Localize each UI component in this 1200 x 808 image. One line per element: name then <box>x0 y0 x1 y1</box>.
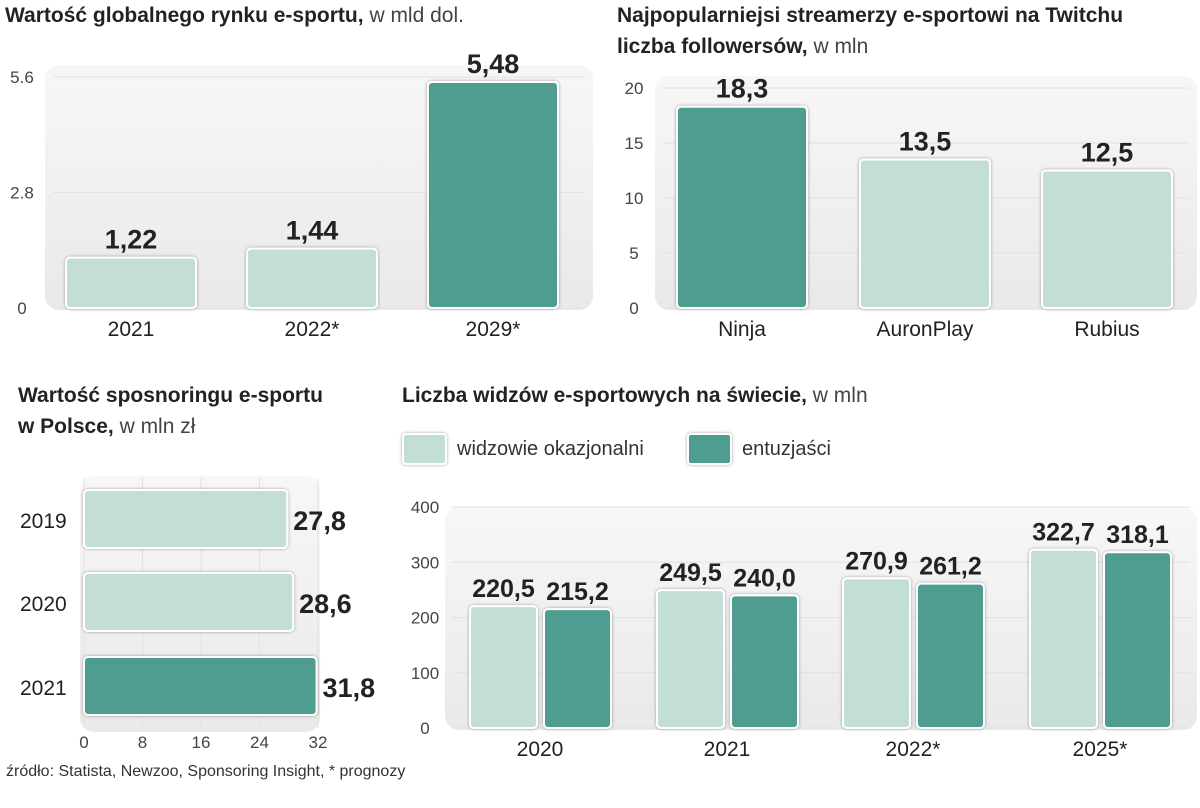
chart1-y-tick-label: 5.6 <box>10 68 34 87</box>
chart3-bar <box>83 489 289 549</box>
legend-label: entuzjaści <box>742 437 831 460</box>
footnote: źródło: Statista, Newzoo, Sponsoring Ins… <box>6 763 406 780</box>
chart3-x-tick-label: 16 <box>192 733 211 752</box>
chart4-title-text: Liczba widzów e-sportowych na świecie, <box>402 384 807 407</box>
chart2-x-tick-label: Rubius <box>1074 318 1139 341</box>
chart3-bar <box>83 656 318 716</box>
chart1-title-text: Wartość globalnego rynku e-sportu, <box>5 4 364 27</box>
chart4-value-label: 220,5 <box>472 575 535 603</box>
legend-label: widzowie okazjonalni <box>457 437 644 460</box>
chart3-bar <box>83 572 295 632</box>
chart4-x-tick-label: 2021 <box>704 738 751 761</box>
chart4-y-tick-label: 400 <box>411 498 439 517</box>
chart4-title: Liczba widzów e-sportowych na świecie, w… <box>402 380 868 411</box>
chart4-bar <box>1103 551 1172 729</box>
legend-item-enthusiasts: entuzjaści <box>687 433 831 465</box>
chart1-y-tick-label: 0 <box>17 299 26 318</box>
chart4-value-label: 249,5 <box>659 559 722 587</box>
chart1-value-label: 1,22 <box>105 225 158 255</box>
chart4-bar <box>916 582 985 730</box>
chart3-y-tick-label: 2021 <box>20 677 67 700</box>
chart4-x-tick-label: 2020 <box>517 738 564 761</box>
chart2-value-label: 12,5 <box>1081 138 1134 168</box>
chart3-unit: w mln zł <box>119 415 196 438</box>
chart4-value-label: 215,2 <box>546 578 609 606</box>
chart2-y-tick-label: 5 <box>629 244 638 263</box>
chart4-y-tick-label: 200 <box>411 609 439 628</box>
chart2-value-label: 13,5 <box>899 127 952 157</box>
chart2-value-label: 18,3 <box>716 74 769 104</box>
chart4-value-label: 261,2 <box>919 553 982 581</box>
chart4-bar <box>656 589 725 729</box>
chart4-value-label: 240,0 <box>733 564 796 592</box>
legend-swatch-light <box>402 433 447 465</box>
chart4-y-tick-label: 300 <box>411 553 439 572</box>
chart3-x-tick-label: 0 <box>79 733 88 752</box>
chart2-bar <box>1041 169 1173 309</box>
chart2-unit: w mln <box>813 35 869 58</box>
chart1-bar <box>246 247 378 310</box>
chart2-bar <box>859 158 991 309</box>
chart1-value-label: 5,48 <box>467 49 520 79</box>
chart3-title-line2: w Polsce, <box>18 415 114 438</box>
chart4-bar <box>730 594 799 730</box>
chart3-x-tick-label: 24 <box>250 733 269 752</box>
legend-item-occasional: widzowie okazjonalni <box>402 433 644 465</box>
legend-swatch-dark <box>687 433 732 465</box>
chart1-x-tick-label: 2022* <box>285 318 340 341</box>
chart3-title-text: Wartość sposnoringu e-sportu <box>18 384 323 407</box>
chart3-value-label: 31,8 <box>323 673 376 703</box>
chart1-unit: w mld dol. <box>369 4 464 27</box>
chart2-x-tick-label: Ninja <box>718 318 766 341</box>
chart1-value-label: 1,44 <box>286 216 339 246</box>
chart1-bar <box>427 80 559 309</box>
chart4-bar <box>842 577 911 730</box>
chart3-value-label: 27,8 <box>293 506 346 536</box>
chart4-y-tick-label: 100 <box>411 664 439 683</box>
chart3-title: Wartość sposnoringu e-sportu w Polsce, w… <box>18 380 323 442</box>
chart3-x-tick-label: 8 <box>138 733 147 752</box>
chart4-bar <box>469 605 538 730</box>
chart3-value-label: 28,6 <box>299 589 352 619</box>
chart2-x-tick-label: AuronPlay <box>877 318 974 341</box>
chart2-bar <box>676 105 808 309</box>
chart3-y-tick-label: 2020 <box>20 593 67 616</box>
chart1-bar <box>65 256 197 309</box>
chart3-y-tick-label: 2019 <box>20 510 67 533</box>
chart1-x-tick-label: 2021 <box>108 318 155 341</box>
chart4-unit: w mln <box>812 384 868 407</box>
chart2-y-tick-label: 20 <box>625 79 644 98</box>
chart2-y-tick-label: 15 <box>625 134 644 153</box>
chart4-bar <box>543 608 612 729</box>
chart4-x-tick-label: 2022* <box>886 738 941 761</box>
chart4-bar <box>1029 548 1098 729</box>
chart2-title: Najpopularniejsi streamerzy e-sportowi n… <box>617 0 1123 62</box>
chart2-title-line2: liczba followersów, <box>617 35 808 58</box>
chart4-value-label: 270,9 <box>845 547 908 575</box>
chart2-y-tick-label: 0 <box>629 299 638 318</box>
chart2-title-text: Najpopularniejsi streamerzy e-sportowi n… <box>617 4 1124 27</box>
chart4-y-tick-label: 0 <box>420 719 429 738</box>
chart4-x-tick-label: 2025* <box>1073 738 1128 761</box>
chart1-y-tick-label: 2.8 <box>10 184 34 203</box>
chart4-value-label: 318,1 <box>1106 521 1169 549</box>
chart2-y-tick-label: 10 <box>625 189 644 208</box>
chart3-x-tick-label: 32 <box>309 733 328 752</box>
chart4-value-label: 322,7 <box>1032 519 1095 547</box>
chart1-x-tick-label: 2029* <box>466 318 521 341</box>
chart1-title: Wartość globalnego rynku e-sportu, w mld… <box>5 0 464 31</box>
